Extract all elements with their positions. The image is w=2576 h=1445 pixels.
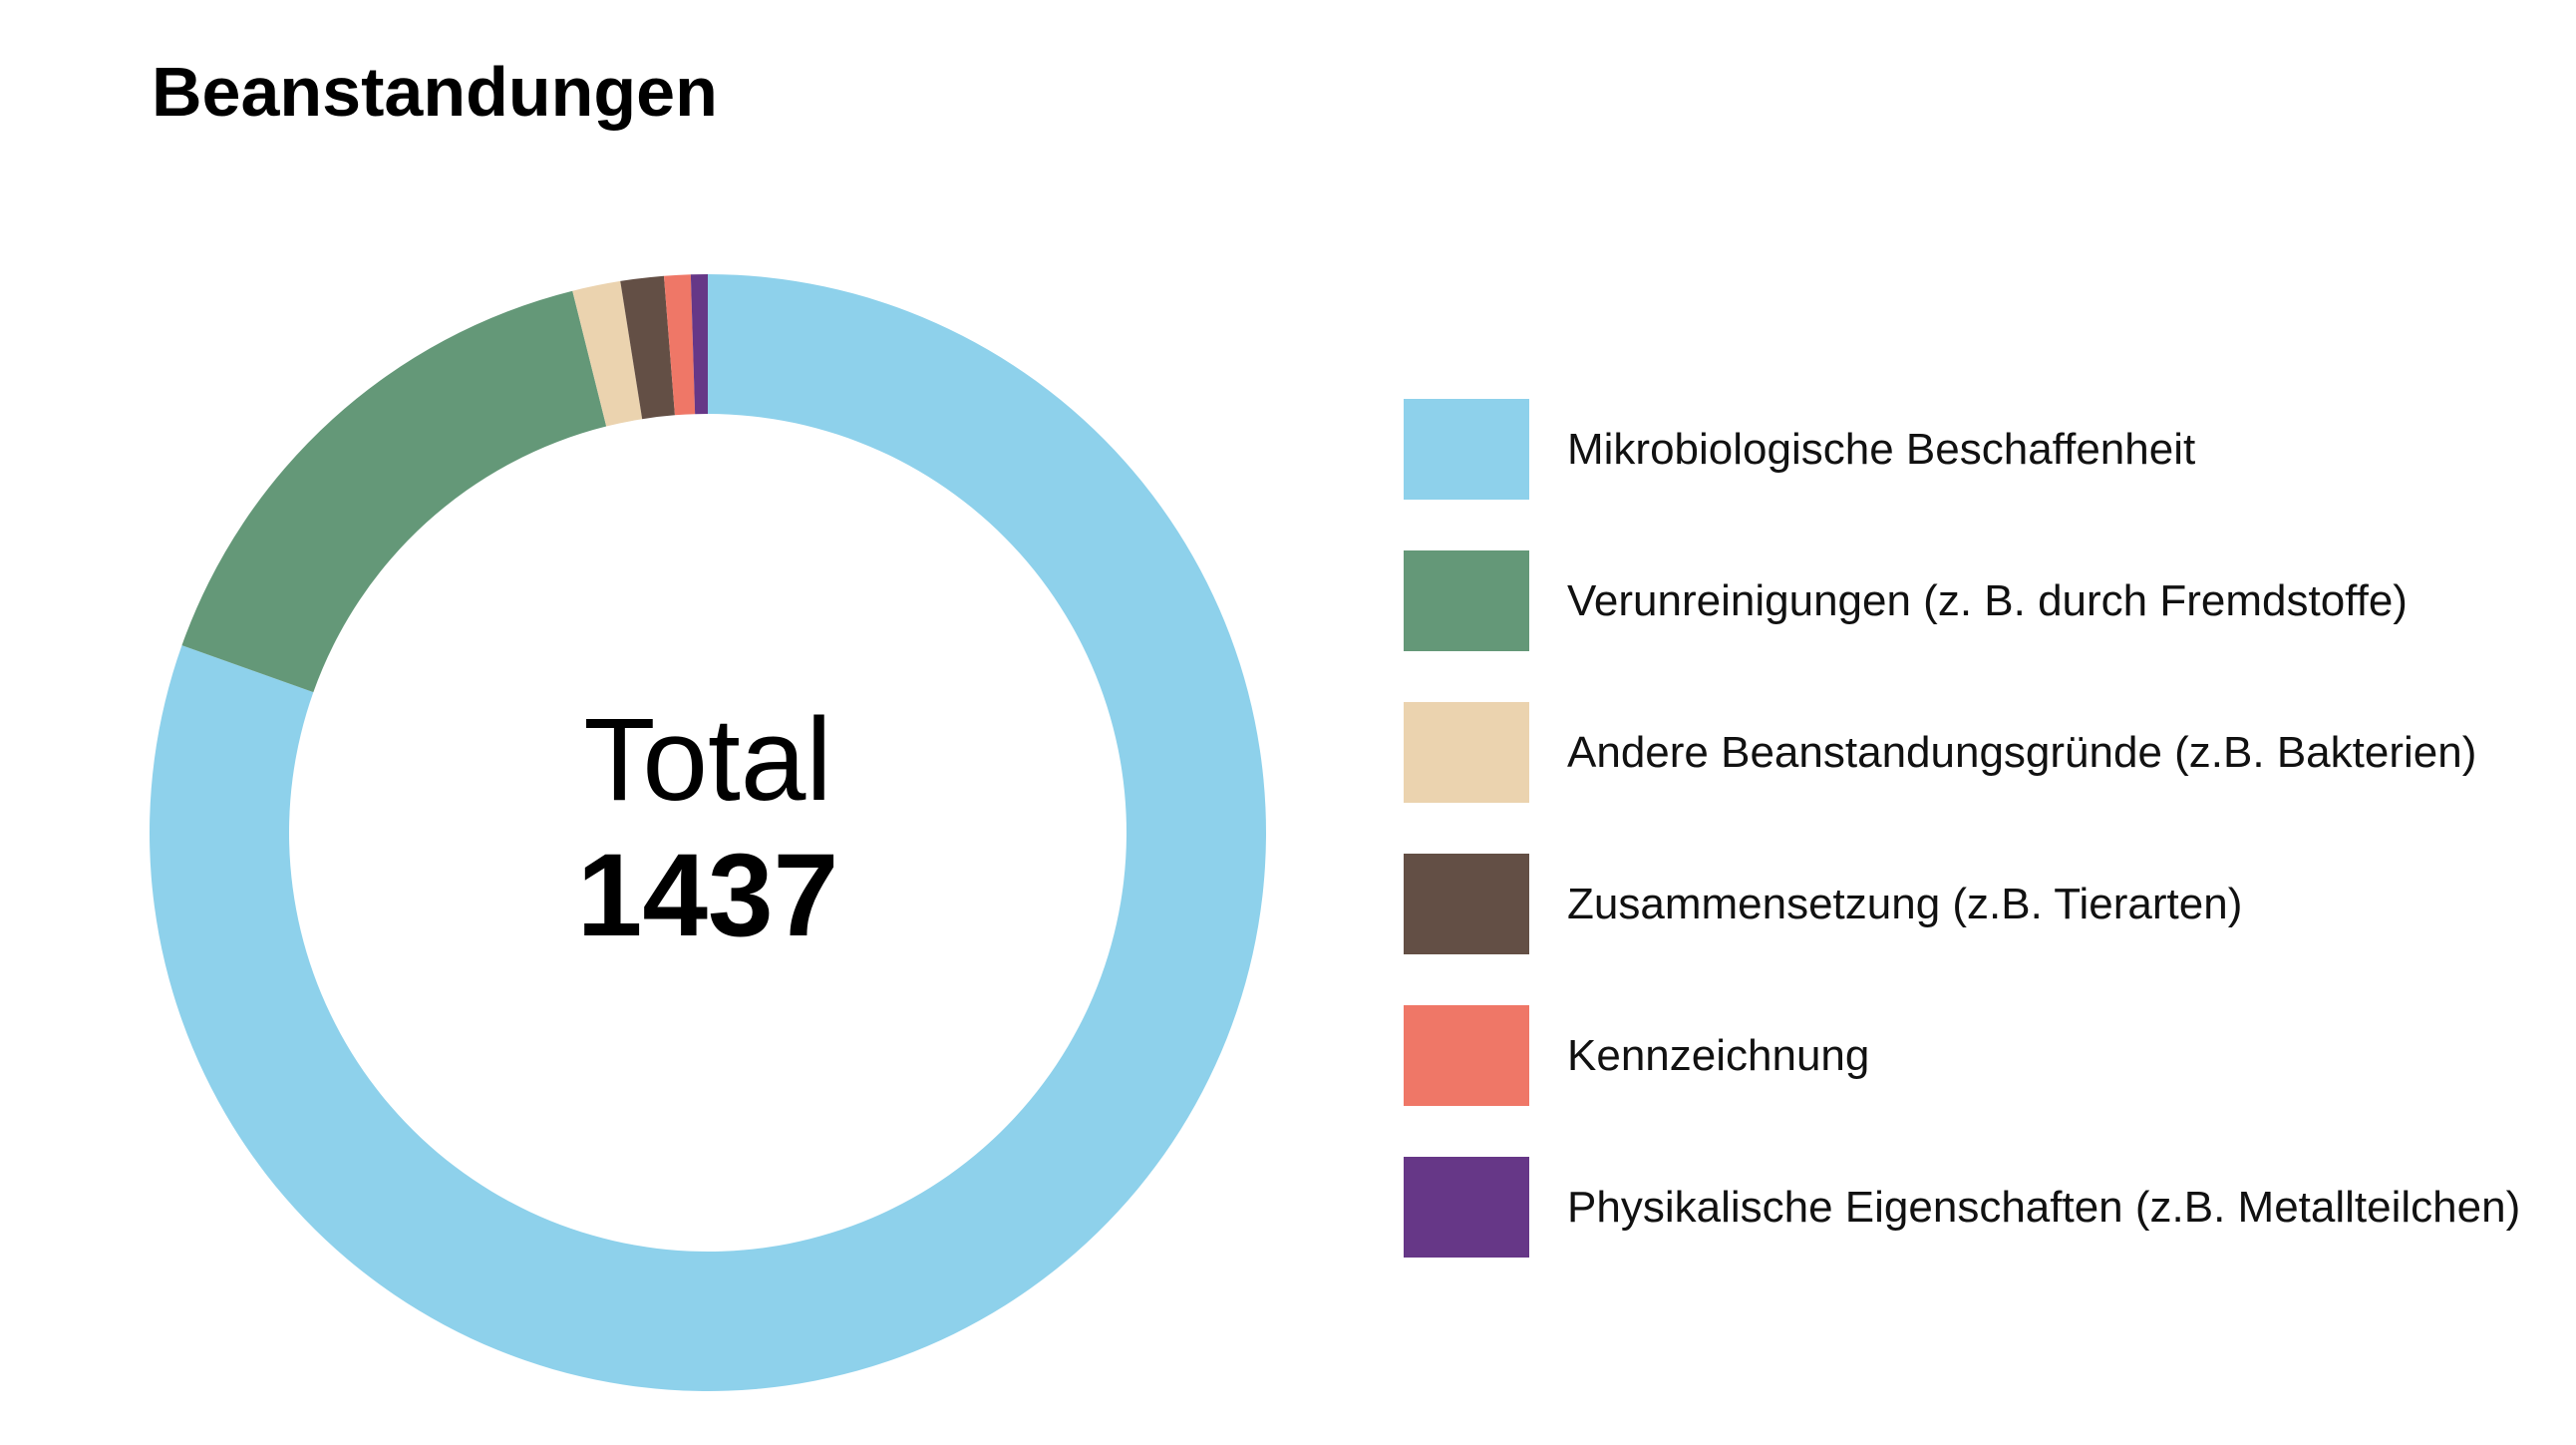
legend-swatch: [1404, 1005, 1529, 1106]
donut-slices: [149, 274, 1267, 1392]
legend-label: Mikrobiologische Beschaffenheit: [1567, 424, 2196, 474]
legend-label: Physikalische Eigenschaften (z.B. Metall…: [1567, 1182, 2521, 1232]
donut-slice: [620, 275, 675, 420]
donut-slice: [181, 290, 607, 693]
legend-swatch: [1404, 854, 1529, 954]
legend-item: Verunreinigungen (z. B. durch Fremdstoff…: [1404, 550, 2520, 651]
donut-slice: [663, 274, 696, 416]
chart-title: Beanstandungen: [152, 53, 718, 131]
center-total-label: Total: [583, 694, 832, 826]
legend-swatch: [1404, 1157, 1529, 1258]
donut-slice: [690, 274, 708, 415]
legend-item: Andere Beanstandungsgründe (z.B. Bakteri…: [1404, 702, 2520, 803]
legend-item: Kennzeichnung: [1404, 1005, 2520, 1106]
legend-swatch: [1404, 550, 1529, 651]
legend-item: Mikrobiologische Beschaffenheit: [1404, 399, 2520, 500]
legend-label: Zusammensetzung (z.B. Tierarten): [1567, 879, 2243, 928]
legend-label: Verunreinigungen (z. B. durch Fremdstoff…: [1567, 575, 2408, 625]
legend-swatch: [1404, 399, 1529, 500]
legend-swatch: [1404, 702, 1529, 803]
legend-item: Physikalische Eigenschaften (z.B. Metall…: [1404, 1157, 2520, 1258]
chart-legend: Mikrobiologische Beschaffenheit Verunrei…: [1404, 399, 2520, 1308]
donut-slice: [572, 280, 643, 427]
legend-label: Kennzeichnung: [1567, 1030, 1870, 1080]
legend-item: Zusammensetzung (z.B. Tierarten): [1404, 854, 2520, 954]
center-total-value: 1437: [576, 830, 839, 961]
legend-label: Andere Beanstandungsgründe (z.B. Bakteri…: [1567, 727, 2477, 777]
